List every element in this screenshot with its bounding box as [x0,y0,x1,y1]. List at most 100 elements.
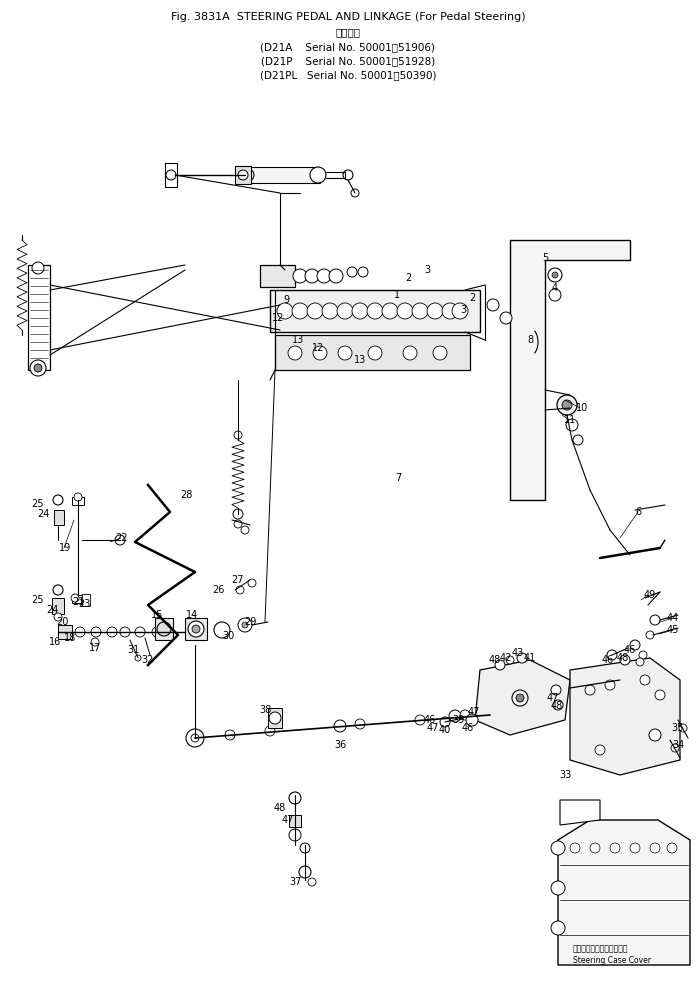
Circle shape [649,729,661,741]
Bar [289,815,301,827]
Circle shape [313,346,327,360]
Circle shape [570,843,580,853]
Text: 45: 45 [667,625,679,635]
Circle shape [115,535,125,545]
Text: 40: 40 [439,725,451,735]
Circle shape [595,745,605,755]
Bar [155,618,173,640]
Text: 37: 37 [289,877,301,887]
Text: 8: 8 [527,335,533,345]
Circle shape [639,651,647,659]
Polygon shape [510,240,630,500]
Text: 24: 24 [46,605,58,615]
Text: 4: 4 [552,283,558,293]
Circle shape [557,395,577,415]
Text: 26: 26 [212,585,224,595]
Text: 3: 3 [424,265,430,275]
Circle shape [91,638,99,646]
Circle shape [440,717,450,727]
Text: 33: 33 [559,770,571,780]
Text: 29: 29 [244,617,256,627]
Circle shape [225,730,235,740]
Circle shape [289,829,301,841]
Circle shape [214,622,230,638]
Bar [165,163,177,187]
Circle shape [238,170,248,180]
Text: 42: 42 [500,653,512,663]
Circle shape [500,312,512,324]
Bar [72,497,84,505]
Text: 34: 34 [672,740,684,750]
Circle shape [310,167,326,183]
Circle shape [166,170,176,180]
Circle shape [192,625,200,633]
Circle shape [551,881,565,895]
Circle shape [655,690,665,700]
Circle shape [107,627,117,637]
Circle shape [412,303,428,319]
Text: 22: 22 [116,533,128,543]
Text: 5: 5 [542,253,548,263]
Bar [28,265,50,370]
Circle shape [54,613,62,621]
Bar [58,625,72,639]
Circle shape [630,640,640,650]
Circle shape [551,921,565,935]
Text: 17: 17 [89,643,101,653]
Polygon shape [560,800,600,825]
Text: 46: 46 [602,655,614,665]
Text: 6: 6 [635,507,641,517]
Text: 10: 10 [576,403,588,413]
Text: 19: 19 [59,543,71,553]
Circle shape [53,495,63,505]
Text: 48: 48 [617,653,629,663]
Circle shape [517,653,527,663]
Text: 適用号機: 適用号機 [335,28,360,37]
Text: (D21P    Serial No. 50001～51928): (D21P Serial No. 50001～51928) [261,56,435,66]
Circle shape [368,346,382,360]
Circle shape [135,627,145,637]
Circle shape [343,170,353,180]
Text: 16: 16 [49,637,61,647]
Circle shape [329,269,343,283]
Circle shape [620,655,630,665]
Bar [235,166,251,184]
Circle shape [305,269,319,283]
Circle shape [75,627,85,637]
Text: 47: 47 [468,707,480,717]
Circle shape [552,272,558,278]
Circle shape [667,843,677,853]
Text: 12: 12 [312,343,324,353]
Circle shape [512,690,528,706]
Circle shape [551,685,561,695]
Circle shape [248,579,256,587]
Circle shape [152,627,162,637]
Circle shape [32,262,44,274]
Circle shape [630,843,640,853]
Circle shape [650,843,660,853]
Circle shape [74,493,82,501]
Text: Fig. 3831A  STEERING PEDAL AND LINKAGE (For Pedal Steering): Fig. 3831A STEERING PEDAL AND LINKAGE (F… [171,12,526,22]
Circle shape [549,289,561,301]
Circle shape [646,631,654,639]
Bar [260,265,295,287]
Circle shape [566,419,578,431]
Text: (D21A    Serial No. 50001～51906): (D21A Serial No. 50001～51906) [261,42,436,52]
Text: 38: 38 [259,705,271,715]
Circle shape [442,303,458,319]
Bar [245,167,320,183]
Circle shape [671,744,679,752]
Circle shape [650,615,660,625]
Circle shape [640,675,650,685]
Text: 36: 36 [334,740,346,750]
Text: 31: 31 [127,645,139,655]
Text: 18: 18 [64,633,76,643]
Circle shape [487,299,499,311]
Circle shape [358,267,368,277]
Text: 2: 2 [469,293,475,303]
Circle shape [573,435,583,445]
Circle shape [337,303,353,319]
Circle shape [352,303,368,319]
Circle shape [449,710,461,722]
Text: 12: 12 [272,313,284,323]
